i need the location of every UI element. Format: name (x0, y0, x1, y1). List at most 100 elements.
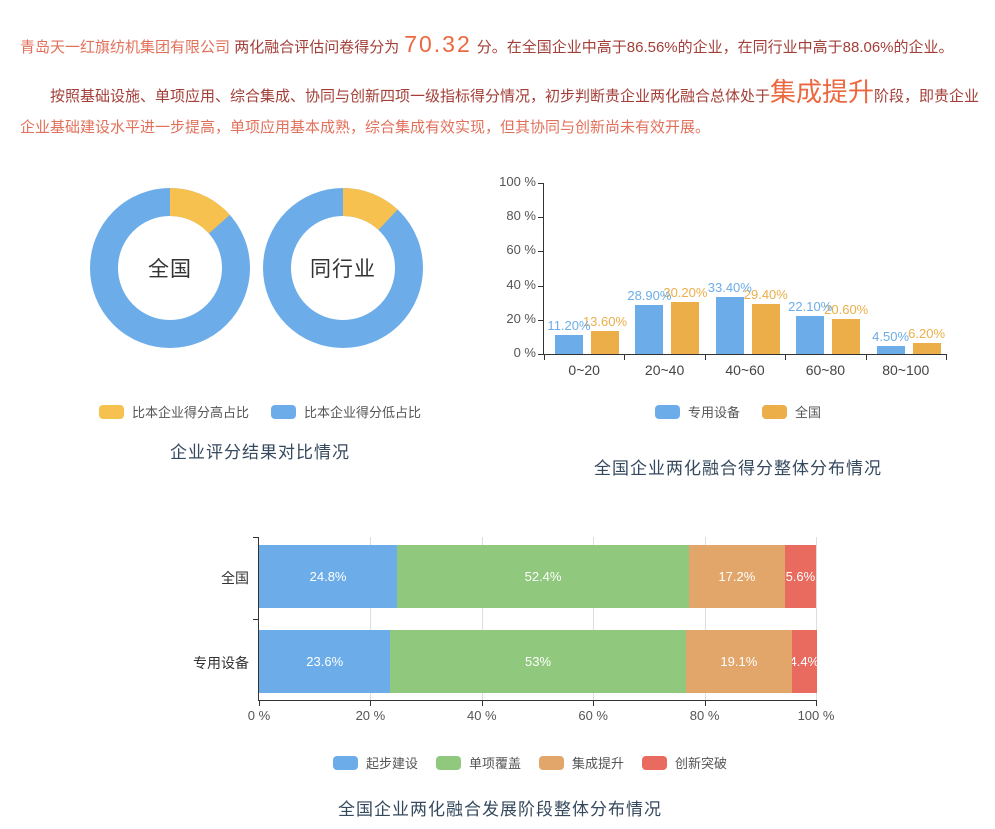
gridline (370, 537, 372, 700)
bar-chart-legend: 专用设备 全国 (497, 402, 979, 421)
bar (796, 316, 825, 354)
gridline (816, 537, 817, 700)
x-axis-label: 80~100 (882, 362, 930, 378)
y-axis-label: 100 % (499, 174, 536, 189)
legend-label: 创新突破 (675, 756, 728, 771)
bar-segment: 19.1% (685, 630, 793, 693)
legend-swatch (271, 404, 296, 419)
score-summary-paragraph: 青岛天一红旗纺机集团有限公司 两化融合评估问卷得分为 70.32 分。在全国企业中高… (20, 31, 985, 61)
x-axis-tick (704, 354, 706, 360)
bar (635, 304, 664, 354)
bar-segment: 52.4% (397, 545, 689, 608)
bar-segment: 4.4% (792, 630, 817, 693)
bar-chart-panel: 0 % 20 % 40 % 60 % 80 % 100 % 0~20 20~40 40~60 60… (497, 170, 979, 490)
stacked-chart-panel: 0 % 20 % 40 % 60 % 80 % 100 % 全国 24.8% 52.4% 17.2… (180, 525, 880, 829)
bar-value-label: 6.20% (908, 326, 946, 342)
donut-chart-legend: 比本企业得分高占比 比本企业得分低占比 (60, 402, 484, 421)
legend-swatch (435, 755, 461, 770)
x-axis-tick (816, 700, 817, 706)
segment-value-label: 17.2% (718, 569, 756, 584)
stacked-chart-plot: 0 % 20 % 40 % 60 % 80 % 100 % 全国 24.8% 52.4% 17.2… (193, 537, 834, 723)
bar-value-label: 20.60% (824, 301, 869, 317)
legend-item[interactable]: 比本企业得分低占比 (271, 402, 421, 421)
donut-center-label: 全国 (148, 258, 192, 281)
x-axis-tick (259, 700, 260, 706)
segment-value-label: 52.4% (524, 569, 562, 584)
y-axis-label: 60 % (506, 242, 536, 258)
x-axis-tick (946, 354, 947, 360)
stage-mid-text: 阶段，即贵企业 (874, 88, 980, 105)
x-axis-label: 0~20 (568, 362, 600, 378)
stage-lead-text: 按照基础设施、单项应用、综合集成、协同与创新四项一级指标得分情况，初步判断贵企业… (50, 88, 771, 105)
legend-swatch (654, 404, 680, 419)
gridline (481, 537, 483, 700)
bar-value-label: 30.20% (663, 285, 708, 301)
legend-item[interactable]: 起步建设 (332, 753, 418, 772)
bar-value-label: 4.50% (872, 329, 910, 345)
x-axis-label: 40 % (466, 708, 497, 723)
x-axis-label: 80 % (689, 708, 720, 723)
gridline (704, 537, 706, 700)
legend-item[interactable]: 集成提升 (539, 753, 624, 772)
x-axis-label: 0 % (247, 708, 271, 723)
y-axis-label: 40 % (506, 276, 536, 292)
legend-item[interactable]: 全国 (762, 402, 821, 421)
donut-slice-high (90, 188, 250, 348)
bar (832, 318, 861, 354)
legend-swatch (762, 404, 787, 419)
segment-value-label: 23.6% (306, 654, 344, 669)
y-axis-tick (538, 183, 544, 184)
donut-ring (263, 188, 423, 348)
segment-value-label: 19.1% (720, 654, 758, 669)
x-axis-tick (865, 354, 867, 360)
y-axis-tick (253, 619, 259, 620)
bar (715, 296, 744, 354)
legend-item[interactable]: 单项覆盖 (435, 753, 521, 772)
x-axis-label: 60~80 (805, 362, 846, 378)
y-axis-tick (538, 319, 544, 321)
bar (912, 343, 941, 354)
donut-chart-title: 企业评分结果对比情况 (170, 443, 350, 462)
score-value: 70.32 (404, 31, 472, 57)
bar (555, 334, 583, 354)
legend-item[interactable]: 比本企业得分高占比 (98, 402, 249, 421)
segment-value-label: 24.8% (309, 569, 347, 584)
segment-value-label: 5.6% (785, 569, 816, 584)
x-axis-tick (624, 354, 626, 360)
y-axis-tick (538, 354, 544, 355)
stage-name: 集成提升 (770, 77, 875, 107)
score-lead-text: 两化融合评估问卷得分为 (234, 39, 400, 56)
legend-swatch (642, 755, 668, 770)
bar-value-label: 33.40% (707, 279, 752, 295)
stage-summary-paragraph: 按照基础设施、单项应用、综合集成、协同与创新四项一级指标得分情况，初步判断贵企业… (20, 77, 980, 143)
x-axis-label: 40~60 (725, 362, 765, 378)
bar-chart-title: 全国企业两化融合得分整体分布情况 (594, 459, 882, 478)
x-axis-label: 60 % (578, 708, 608, 723)
donut-chart-industry: 同行业 (258, 183, 428, 353)
donut-chart-panel: 全国 同行业 比本企业得分高占比 比本企业得分低占比 企业评分结果对比情况 (60, 165, 460, 475)
segment-value-label: 53% (525, 654, 552, 669)
x-axis-label: 20 % (355, 708, 386, 723)
y-axis-label: 20 % (506, 310, 536, 326)
legend-item[interactable]: 专用设备 (654, 402, 740, 421)
y-axis-label: 80 % (506, 208, 536, 224)
bar-chart-plot: 0 % 20 % 40 % 60 % 80 % 100 % 0~20 20~40 40~60 60… (499, 174, 947, 378)
bar-segment: 53% (390, 630, 686, 693)
legend-swatch (332, 755, 358, 770)
legend-swatch (98, 404, 124, 419)
legend-item[interactable]: 创新突破 (642, 753, 727, 772)
y-axis-tick (538, 285, 544, 287)
bar-segment: 24.8% (259, 545, 398, 608)
x-axis-label: 100 % (797, 708, 835, 723)
x-axis-tick (370, 700, 372, 706)
bar-segment: 23.6% (259, 630, 391, 693)
legend-label: 比本企业得分高占比 (131, 405, 249, 420)
legend-label: 起步建设 (365, 756, 418, 771)
x-axis-tick (544, 354, 545, 360)
y-axis-label: 全国 (221, 569, 249, 586)
bar (671, 302, 700, 354)
x-axis-label: 20~40 (644, 362, 685, 378)
stacked-chart-title: 全国企业两化融合发展阶段整体分布情况 (338, 800, 662, 819)
legend-label: 比本企业得分低占比 (304, 405, 422, 420)
